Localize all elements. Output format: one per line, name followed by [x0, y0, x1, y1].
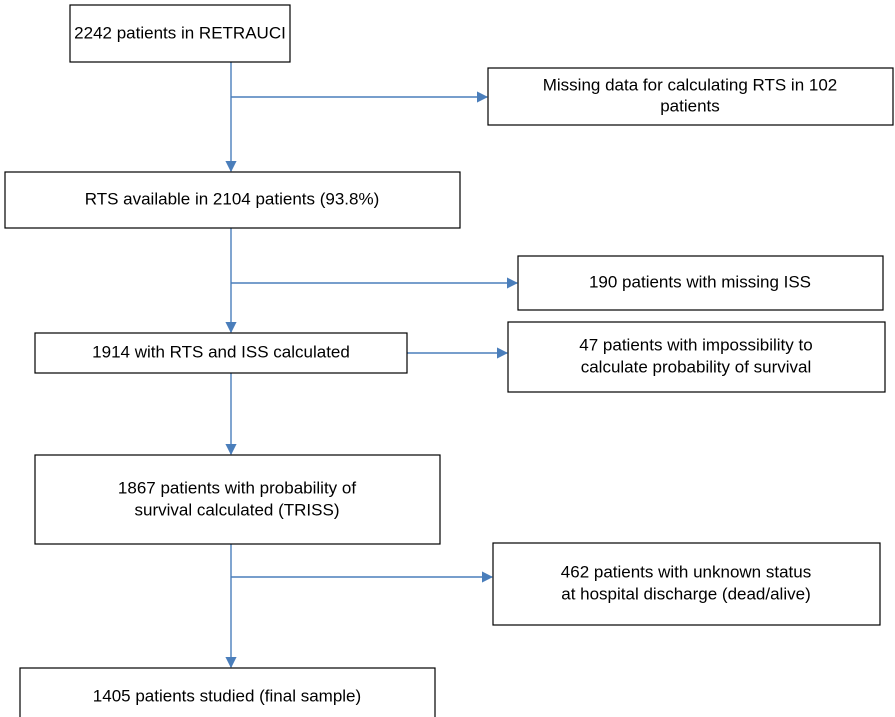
box	[4, 171, 461, 229]
box	[507, 321, 886, 393]
box-text: survival calculated (TRISS)	[134, 500, 339, 519]
box	[487, 67, 894, 126]
box-text: 2242 patients in RETRAUCI	[74, 23, 286, 42]
box-text: 1405 patients studied (final sample)	[93, 686, 361, 705]
box	[517, 255, 884, 311]
box	[492, 542, 881, 626]
box-text: 47 patients with impossibility to	[579, 335, 812, 354]
box-text: at hospital discharge (dead/alive)	[561, 584, 810, 603]
box-text: patients	[660, 96, 720, 115]
box	[34, 332, 408, 374]
box	[19, 667, 436, 717]
box-text: calculate probability of survival	[581, 357, 812, 376]
box	[69, 4, 291, 63]
box-text: 462 patients with unknown status	[561, 562, 811, 581]
box	[34, 454, 441, 545]
box-text: Missing data for calculating RTS in 102	[543, 75, 838, 94]
box-text: 1914 with RTS and ISS calculated	[92, 342, 350, 361]
box-text: 1867 patients with probability of	[118, 478, 356, 497]
box-text: 190 patients with missing ISS	[589, 272, 811, 291]
box-text: RTS available in 2104 patients (93.8%)	[85, 189, 380, 208]
